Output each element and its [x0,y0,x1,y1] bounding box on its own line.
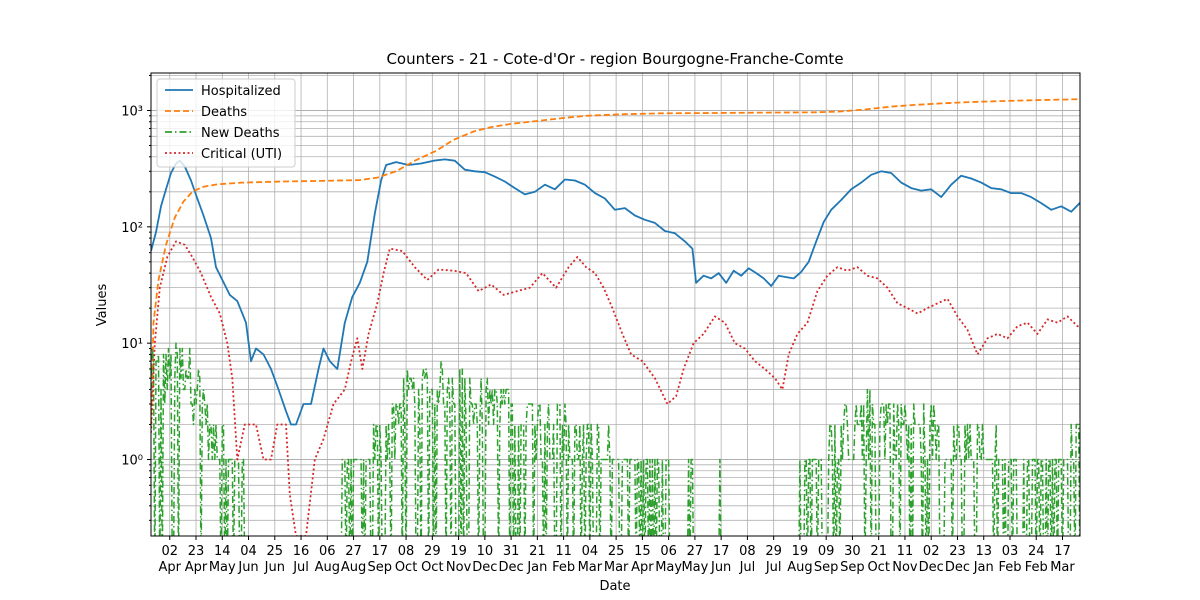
x-tick-label-month: Apr [159,560,182,575]
legend: Hospitalized Deaths New Deaths Critical (UT… [156,78,296,168]
x-tick-label-month: Dec [919,560,944,575]
y-tick-label: 10³ [121,104,143,119]
x-tick-label-month: Aug [787,560,812,575]
x-tick-label-day: 11 [897,544,914,559]
x-tick-label-day: 21 [529,544,546,559]
x-tick-label-day: 29 [424,544,441,559]
x-tick-label-month: Apr [185,560,208,575]
series-line-deaths [151,98,1080,425]
y-axis-title: Values [95,284,110,327]
x-tick-label-day: 09 [818,544,835,559]
x-tick-label-day: 31 [503,544,520,559]
x-tick-label-month: Sep [814,560,839,575]
x-tick-label-day: 04 [582,544,599,559]
x-tick-label-month: May [209,560,236,575]
x-tick-label-day: 17 [713,544,730,559]
x-tick-label-day: 08 [398,544,415,559]
y-tick-label: 10⁰ [121,453,143,468]
x-tick-label-month: Aug [315,560,340,575]
x-tick-label-day: 17 [1054,544,1071,559]
x-tick-label-month: Nov [446,560,472,575]
x-tick-label-month: Jun [237,560,258,575]
x-tick-label-day: 27 [687,544,704,559]
y-tick-label: 10¹ [121,337,143,352]
x-tick-label-day: 02 [161,544,178,559]
x-tick-label-month: Nov [892,560,918,575]
x-tick-label-month: Jul [292,560,309,575]
x-tick-label-month: Jul [765,560,782,575]
x-tick-label-month: Mar [578,560,603,575]
x-tick-label-day: 23 [949,544,966,559]
x-tick-label-month: Mar [1050,560,1075,575]
grid-layer [151,73,1080,536]
plot-frame [150,72,1081,537]
legend-box [156,78,296,168]
series-line-hospitalized [151,158,1080,426]
legend-label: Deaths [201,105,247,120]
x-tick-label-day: 15 [634,544,651,559]
x-tick-label-day: 24 [1028,544,1045,559]
chart-title: Counters - 21 - Cote-d'Or - region Bourg… [386,50,843,68]
y-tick-label: 10² [121,221,143,236]
x-tick-label-month: Feb [998,560,1021,575]
x-tick-label-day: 02 [923,544,940,559]
x-tick-label-month: Jan [973,560,994,575]
x-tick-label-month: Oct [421,560,443,575]
x-tick-label-day: 29 [765,544,782,559]
x-tick-label-month: Dec [472,560,497,575]
x-tick-label-month: Apr [631,560,654,575]
x-tick-label-day: 14 [214,544,231,559]
x-tick-label-day: 03 [1002,544,1019,559]
x-tick-label-month: Jun [710,560,731,575]
x-tick-label-month: Oct [395,560,417,575]
x-tick-label-month: Mar [604,560,629,575]
series-layer [151,98,1080,536]
x-tick-label-day: 25 [267,544,284,559]
x-tick-label-month: May [655,560,682,575]
x-tick-label-day: 23 [188,544,205,559]
x-tick-label-day: 10 [477,544,494,559]
x-tick-label-day: 30 [844,544,861,559]
x-tick-label-day: 06 [319,544,336,559]
x-tick-label-month: Aug [341,560,366,575]
x-tick-label-month: May [681,560,708,575]
x-tick-label-day: 06 [660,544,677,559]
x-tick-label-day: 04 [240,544,257,559]
x-axis-title: Date [599,579,630,594]
x-tick-label-month: Feb [1025,560,1048,575]
x-tick-label-day: 21 [870,544,887,559]
x-tick-label-day: 13 [975,544,992,559]
x-tick-label-month: Feb [552,560,575,575]
x-tick-label-month: Sep [368,560,393,575]
series-line-new-deaths [151,342,1080,536]
x-tick-label-month: Sep [840,560,865,575]
x-tick-label-month: Jan [526,560,547,575]
x-tick-label-month: Jun [264,560,285,575]
x-tick-label-day: 17 [372,544,389,559]
x-tick-label-month: Dec [945,560,970,575]
x-tick-label-day: 25 [608,544,625,559]
x-tick-label-day: 16 [293,544,310,559]
legend-label: Critical (UTI) [201,147,282,162]
axis-layer: 10⁰10¹10²10³02Apr23Apr14May04Jun25Jun16J… [121,74,1075,575]
x-tick-label-day: 11 [555,544,572,559]
legend-label: New Deaths [201,126,280,141]
x-tick-label-month: Oct [867,560,889,575]
x-tick-label-day: 19 [450,544,467,559]
x-tick-label-day: 08 [739,544,756,559]
x-tick-label-month: Dec [499,560,524,575]
x-tick-label-month: Jul [739,560,756,575]
legend-label: Hospitalized [201,84,281,99]
x-tick-label-day: 19 [792,544,809,559]
x-tick-label-day: 27 [345,544,362,559]
